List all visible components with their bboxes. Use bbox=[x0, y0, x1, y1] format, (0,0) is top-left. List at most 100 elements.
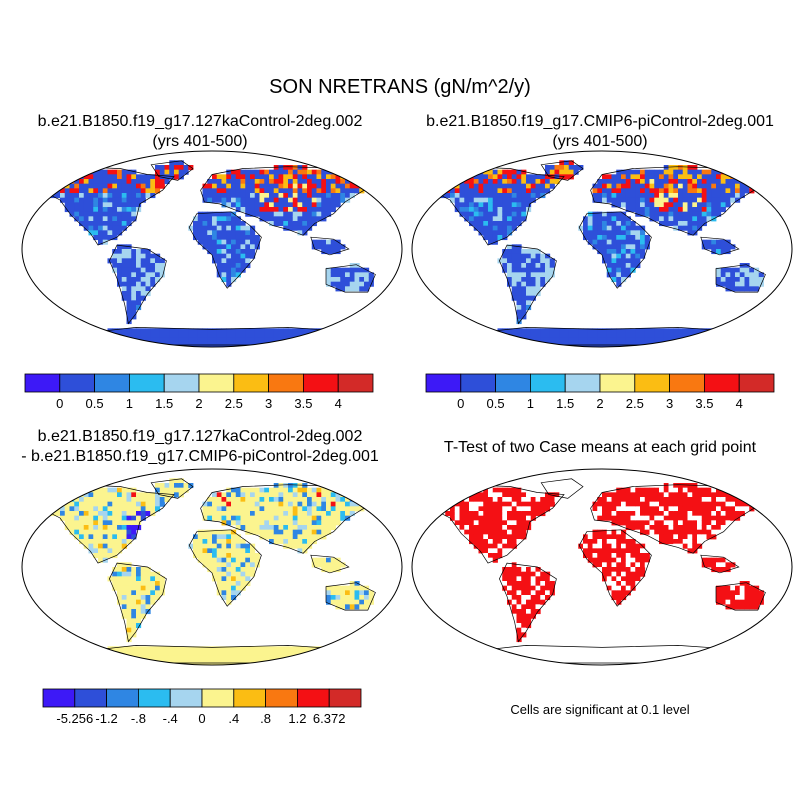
grid-cell bbox=[264, 197, 270, 203]
grid-cell bbox=[602, 225, 608, 231]
grid-cell bbox=[716, 595, 722, 601]
grid-cell bbox=[140, 511, 146, 517]
grid-cell bbox=[592, 221, 598, 227]
grid-cell bbox=[288, 520, 294, 526]
colorbar-tick-label: 3.5 bbox=[695, 396, 713, 411]
grid-cell bbox=[583, 543, 589, 549]
grid-cell bbox=[98, 660, 104, 665]
grid-cell bbox=[435, 497, 441, 503]
grid-cell bbox=[240, 230, 246, 236]
grid-cell bbox=[516, 342, 522, 347]
grid-cell bbox=[292, 515, 298, 521]
grid-cell bbox=[245, 333, 251, 339]
grid-cell bbox=[454, 174, 460, 180]
colorbar-swatch bbox=[704, 373, 740, 393]
grid-cell bbox=[102, 515, 108, 521]
grid-cell bbox=[530, 515, 536, 521]
grid-cell bbox=[644, 511, 650, 517]
grid-cell bbox=[616, 263, 622, 269]
grid-cell bbox=[330, 585, 336, 591]
grid-cell bbox=[231, 216, 237, 222]
grid-cell bbox=[316, 179, 322, 185]
grid-cell bbox=[720, 281, 726, 287]
grid-cell bbox=[687, 506, 693, 512]
grid-cell bbox=[635, 487, 641, 493]
grid-cell bbox=[273, 211, 279, 217]
grid-cell bbox=[630, 169, 636, 175]
grid-cell bbox=[193, 543, 199, 549]
grid-cell bbox=[250, 651, 256, 657]
grid-cell bbox=[521, 520, 527, 526]
grid-cell bbox=[79, 525, 85, 531]
grid-cell bbox=[131, 660, 137, 665]
grid-cell bbox=[326, 557, 332, 563]
grid-cell bbox=[606, 333, 612, 339]
map-case1 bbox=[21, 150, 403, 348]
grid-cell bbox=[497, 506, 503, 512]
grid-cell bbox=[126, 609, 132, 615]
grid-cell bbox=[93, 543, 99, 549]
grid-cell bbox=[155, 263, 161, 269]
grid-cell bbox=[640, 571, 646, 577]
grid-cell bbox=[131, 501, 137, 507]
grid-cell bbox=[136, 179, 142, 185]
grid-cell bbox=[526, 202, 532, 208]
grid-cell bbox=[321, 244, 327, 250]
grid-cell bbox=[307, 525, 313, 531]
grid-cell bbox=[273, 497, 279, 503]
coastline-eurasia bbox=[200, 166, 377, 236]
grid-cell bbox=[516, 319, 522, 325]
grid-cell bbox=[136, 258, 142, 264]
grid-cell bbox=[136, 253, 142, 259]
grid-cell bbox=[454, 179, 460, 185]
grid-cell bbox=[240, 197, 246, 203]
grid-cell bbox=[112, 202, 118, 208]
grid-cell bbox=[706, 333, 712, 339]
grid-cell bbox=[221, 529, 227, 535]
grid-cell bbox=[725, 511, 731, 517]
grid-cell bbox=[516, 585, 522, 591]
grid-cell bbox=[88, 529, 94, 535]
grid-cell bbox=[250, 515, 256, 521]
grid-cell bbox=[711, 202, 717, 208]
grid-cell bbox=[188, 328, 194, 334]
grid-cell bbox=[602, 230, 608, 236]
grid-cell bbox=[64, 492, 70, 498]
grid-cell bbox=[311, 660, 317, 665]
grid-cell bbox=[60, 497, 66, 503]
grid-cell bbox=[269, 179, 275, 185]
grid-cell bbox=[226, 567, 232, 573]
grid-cell bbox=[730, 267, 736, 273]
grid-cell bbox=[64, 179, 70, 185]
grid-cell bbox=[473, 534, 479, 540]
grid-cell bbox=[64, 197, 70, 203]
grid-cell bbox=[606, 337, 612, 343]
grid-cell bbox=[611, 183, 617, 189]
grid-cell bbox=[131, 585, 137, 591]
grid-cell bbox=[297, 188, 303, 194]
grid-cell bbox=[321, 337, 327, 343]
grid-cell bbox=[340, 267, 346, 273]
grid-cell bbox=[711, 193, 717, 199]
grid-cell bbox=[725, 197, 731, 203]
grid-cell bbox=[668, 328, 674, 334]
grid-cell bbox=[311, 337, 317, 343]
grid-cell bbox=[112, 525, 118, 531]
grid-cell bbox=[545, 333, 551, 339]
grid-cell bbox=[121, 263, 127, 269]
grid-cell bbox=[668, 197, 674, 203]
grid-cell bbox=[526, 613, 532, 619]
grid-cell bbox=[193, 651, 199, 657]
grid-cell bbox=[64, 497, 70, 503]
grid-cell bbox=[711, 515, 717, 521]
grid-cell bbox=[754, 492, 760, 498]
grid-cell bbox=[359, 174, 365, 180]
grid-cell bbox=[526, 567, 532, 573]
grid-cell bbox=[102, 548, 108, 554]
grid-cell bbox=[136, 333, 142, 339]
grid-cell bbox=[240, 646, 246, 652]
grid-cell bbox=[359, 286, 365, 292]
grid-cell bbox=[735, 487, 741, 493]
grid-cell bbox=[701, 202, 707, 208]
grid-cell bbox=[235, 525, 241, 531]
